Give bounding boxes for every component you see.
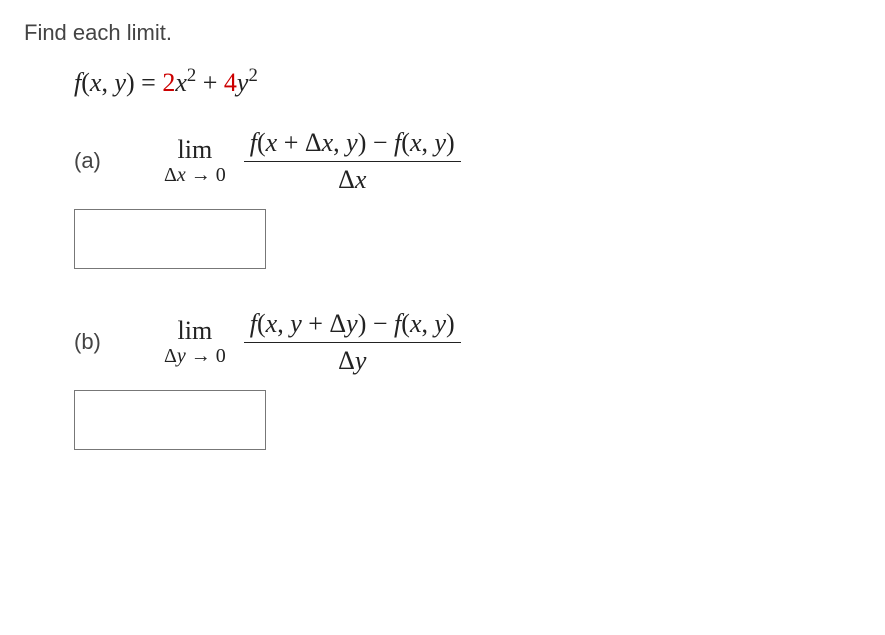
part-b-row: (b) lim Δy → 0 f(x, y + Δy) − f(x, y) Δy <box>74 309 861 376</box>
num-open2: ( <box>401 309 410 338</box>
num-x: x <box>266 309 278 338</box>
num-y: y <box>290 309 302 338</box>
num-f1: f <box>250 128 257 157</box>
lim-text: lim <box>178 137 213 163</box>
num-close2: ) <box>446 309 455 338</box>
part-a-label: (a) <box>74 148 164 174</box>
fn-x: x <box>90 68 102 97</box>
num-x2: x <box>410 128 422 157</box>
lim-sub-delta: Δ <box>164 164 177 186</box>
num-open1: ( <box>257 309 266 338</box>
num-open1: ( <box>257 128 266 157</box>
lim-sub-var: y <box>177 345 186 367</box>
num-dy: y <box>346 309 358 338</box>
fn-plus: + <box>196 68 224 97</box>
lim-sub-delta: Δ <box>164 345 177 367</box>
fn-coef-4: 4 <box>224 68 237 97</box>
part-b-fraction: f(x, y + Δy) − f(x, y) Δy <box>244 309 461 376</box>
lim-sub: Δx → 0 <box>164 165 226 185</box>
part-a: (a) lim Δx → 0 f(x + Δx, y) − f(x, y) Δx <box>74 128 861 269</box>
part-a-lim: lim Δx → 0 <box>164 137 226 185</box>
num-comma: , <box>333 128 346 157</box>
part-b-numerator: f(x, y + Δy) − f(x, y) <box>244 309 461 342</box>
num-close2: ) <box>446 128 455 157</box>
num-plus: + Δ <box>277 128 321 157</box>
part-a-row: (a) lim Δx → 0 f(x + Δx, y) − f(x, y) Δx <box>74 128 861 195</box>
fn-comma: , <box>101 68 114 97</box>
function-definition: f(x, y) = 2x2 + 4y2 <box>74 68 861 98</box>
lim-sub: Δy → 0 <box>164 346 226 366</box>
den-var: y <box>355 346 367 375</box>
den-delta: Δ <box>338 346 355 375</box>
lim-text: lim <box>178 318 213 344</box>
lim-sub-arrow: → 0 <box>186 345 226 367</box>
part-a-fraction: f(x + Δx, y) − f(x, y) Δx <box>244 128 461 195</box>
num-x: x <box>266 128 278 157</box>
num-open2: ( <box>401 128 410 157</box>
lim-sub-arrow: → 0 <box>186 164 226 186</box>
num-comma: , <box>277 309 290 338</box>
fn-coef-2: 2 <box>162 68 175 97</box>
part-b-denominator: Δy <box>338 343 366 376</box>
num-comma2: , <box>421 309 434 338</box>
num-f1: f <box>250 309 257 338</box>
fn-exp-b: 2 <box>248 65 257 86</box>
den-var: x <box>355 165 367 194</box>
part-a-answer-input[interactable] <box>74 209 266 269</box>
part-b-answer-input[interactable] <box>74 390 266 450</box>
fn-close-eq: ) = <box>126 68 162 97</box>
num-comma2: , <box>421 128 434 157</box>
part-a-numerator: f(x + Δx, y) − f(x, y) <box>244 128 461 161</box>
num-y2: y <box>434 128 446 157</box>
num-y: y <box>346 128 358 157</box>
num-close1: ) − <box>358 309 394 338</box>
fn-y: y <box>114 68 126 97</box>
num-close1: ) − <box>358 128 394 157</box>
part-b-lim: lim Δy → 0 <box>164 318 226 366</box>
num-x2: x <box>410 309 422 338</box>
num-plus: + Δ <box>302 309 346 338</box>
fn-x2: x <box>175 68 187 97</box>
part-b-label: (b) <box>74 329 164 355</box>
fn-exp-a: 2 <box>187 65 196 86</box>
num-dx: x <box>322 128 334 157</box>
fn-open: ( <box>81 68 90 97</box>
fn-y2: y <box>237 68 249 97</box>
lim-sub-var: x <box>177 164 186 186</box>
part-b: (b) lim Δy → 0 f(x, y + Δy) − f(x, y) Δy <box>74 309 861 450</box>
den-delta: Δ <box>338 165 355 194</box>
prompt-text: Find each limit. <box>24 20 861 46</box>
part-a-denominator: Δx <box>338 162 366 195</box>
num-y2: y <box>434 309 446 338</box>
